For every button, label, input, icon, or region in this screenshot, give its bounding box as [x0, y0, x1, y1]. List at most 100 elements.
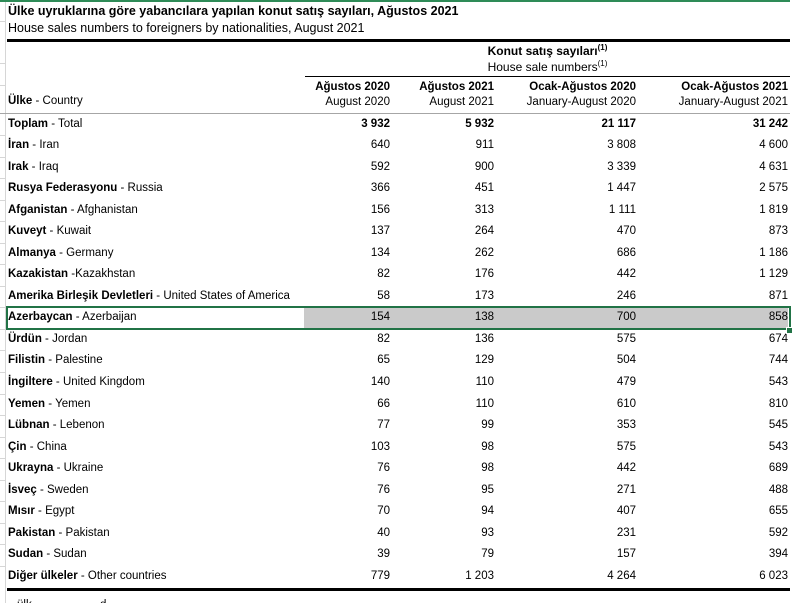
- cell-value[interactable]: 655: [768, 505, 788, 518]
- cell-country[interactable]: Sudan - Sudan: [8, 544, 308, 566]
- cell-value[interactable]: 442: [616, 462, 636, 475]
- cell-value[interactable]: 543: [768, 440, 788, 453]
- selection-border[interactable]: [6, 306, 791, 330]
- cell-value[interactable]: 545: [768, 419, 788, 432]
- cell-value[interactable]: 137: [370, 225, 390, 238]
- cell-value[interactable]: 674: [768, 332, 788, 345]
- cell-value[interactable]: 575: [616, 332, 636, 345]
- cell-country[interactable]: Yemen - Yemen: [8, 394, 308, 416]
- cell-value[interactable]: 173: [474, 289, 494, 302]
- cell-country[interactable]: Lübnan - Lebenon: [8, 415, 308, 437]
- cell-value[interactable]: 271: [616, 483, 636, 496]
- cell-country[interactable]: Ürdün - Jordan: [8, 329, 308, 351]
- cell-value[interactable]: 134: [370, 246, 390, 259]
- cell-value[interactable]: 93: [481, 526, 494, 539]
- cell-value[interactable]: 779: [370, 569, 390, 582]
- cell-country[interactable]: Kazakistan -Kazakhstan: [8, 264, 308, 286]
- cell-country[interactable]: Afganistan - Afghanistan: [8, 200, 308, 222]
- cell-value[interactable]: 99: [481, 419, 494, 432]
- cell-country[interactable]: Toplam - Total: [8, 114, 308, 136]
- cell-value[interactable]: 31 242: [752, 117, 788, 130]
- cell-value[interactable]: 451: [474, 182, 494, 195]
- cell-country[interactable]: İran - Iran: [8, 135, 308, 157]
- cell-value[interactable]: 136: [474, 332, 494, 345]
- cell-country[interactable]: Rusya Federasyonu - Russia: [8, 178, 308, 200]
- cell-value[interactable]: 1 111: [608, 203, 636, 216]
- cell-country[interactable]: Irak - Iraq: [8, 157, 308, 179]
- cell-value[interactable]: 79: [481, 548, 494, 561]
- cell-value[interactable]: 103: [370, 440, 390, 453]
- cell-value[interactable]: 900: [474, 160, 494, 173]
- cell-country[interactable]: Kuveyt - Kuwait: [8, 221, 308, 243]
- cell-value[interactable]: 5 932: [465, 117, 494, 130]
- cell-value[interactable]: 1 819: [759, 203, 788, 216]
- cell-value[interactable]: 313: [474, 203, 494, 216]
- cell-value[interactable]: 479: [616, 375, 636, 388]
- cell-value[interactable]: 575: [616, 440, 636, 453]
- cell-value[interactable]: 366: [370, 182, 390, 195]
- cell-value[interactable]: 40: [377, 526, 390, 539]
- cell-country[interactable]: Pakistan - Pakistan: [8, 523, 308, 545]
- cell-country[interactable]: İsveç - Sweden: [8, 480, 308, 502]
- cell-value[interactable]: 246: [616, 289, 636, 302]
- cell-value[interactable]: 4 631: [759, 160, 788, 173]
- cell-value[interactable]: 6 023: [759, 569, 788, 582]
- cell-value[interactable]: 689: [768, 462, 788, 475]
- cell-value[interactable]: 110: [475, 375, 494, 388]
- cell-value[interactable]: 264: [474, 225, 494, 238]
- cell-value[interactable]: 98: [481, 440, 494, 453]
- cell-value[interactable]: 76: [377, 462, 390, 475]
- cell-value[interactable]: 138: [474, 311, 494, 324]
- cell-value[interactable]: 610: [616, 397, 636, 410]
- cell-value[interactable]: 21 117: [601, 117, 636, 130]
- cell-value[interactable]: 686: [616, 246, 636, 259]
- cell-value[interactable]: 442: [616, 268, 636, 281]
- cell-country[interactable]: Mısır - Egypt: [8, 501, 308, 523]
- cell-value[interactable]: 39: [377, 548, 390, 561]
- selection-fill-handle[interactable]: [786, 327, 793, 334]
- cell-value[interactable]: 504: [616, 354, 636, 367]
- cell-value[interactable]: 95: [481, 483, 494, 496]
- cell-value[interactable]: 157: [616, 548, 636, 561]
- cell-value[interactable]: 4 600: [759, 139, 788, 152]
- cell-value[interactable]: 176: [474, 268, 494, 281]
- cell-value[interactable]: 1 447: [607, 182, 636, 195]
- cell-country[interactable]: Çin - China: [8, 437, 308, 459]
- cell-value[interactable]: 129: [474, 354, 494, 367]
- cell-value[interactable]: 1 129: [759, 268, 788, 281]
- cell-value[interactable]: 231: [616, 526, 636, 539]
- cell-value[interactable]: 110: [475, 397, 494, 410]
- cell-value[interactable]: 353: [616, 419, 636, 432]
- cell-value[interactable]: 82: [377, 332, 390, 345]
- cell-value[interactable]: 592: [370, 160, 390, 173]
- cell-value[interactable]: 1 203: [465, 569, 494, 582]
- cell-value[interactable]: 873: [768, 225, 788, 238]
- cell-value[interactable]: 2 575: [759, 182, 788, 195]
- cell-value[interactable]: 156: [370, 203, 390, 216]
- cell-value[interactable]: 810: [768, 397, 788, 410]
- cell-country[interactable]: Almanya - Germany: [8, 243, 308, 265]
- cell-value[interactable]: 77: [377, 419, 390, 432]
- cell-value[interactable]: 911: [475, 139, 494, 152]
- cell-value[interactable]: 82: [377, 268, 390, 281]
- cell-value[interactable]: 154: [370, 311, 390, 324]
- cell-value[interactable]: 407: [616, 505, 636, 518]
- cell-value[interactable]: 3 932: [361, 117, 390, 130]
- cell-country[interactable]: Azerbaycan - Azerbaijan: [8, 307, 308, 329]
- cell-value[interactable]: 94: [481, 505, 494, 518]
- cell-value[interactable]: 3 339: [607, 160, 636, 173]
- cell-value[interactable]: 3 808: [607, 139, 636, 152]
- cell-country[interactable]: İngiltere - United Kingdom: [8, 372, 308, 394]
- cell-value[interactable]: 744: [768, 354, 788, 367]
- cell-value[interactable]: 640: [370, 139, 390, 152]
- cell-country[interactable]: Diğer ülkeler - Other countries: [8, 566, 308, 588]
- cell-value[interactable]: 65: [377, 354, 390, 367]
- cell-country[interactable]: Filistin - Palestine: [8, 350, 308, 372]
- cell-value[interactable]: 488: [768, 483, 788, 496]
- cell-value[interactable]: 592: [768, 526, 788, 539]
- cell-country[interactable]: Ukrayna - Ukraine: [8, 458, 308, 480]
- cell-value[interactable]: 394: [768, 548, 788, 561]
- cell-country[interactable]: Amerika Birleşik Devletleri - United Sta…: [8, 286, 308, 308]
- cell-value[interactable]: 858: [768, 311, 788, 324]
- cell-value[interactable]: 70: [377, 505, 390, 518]
